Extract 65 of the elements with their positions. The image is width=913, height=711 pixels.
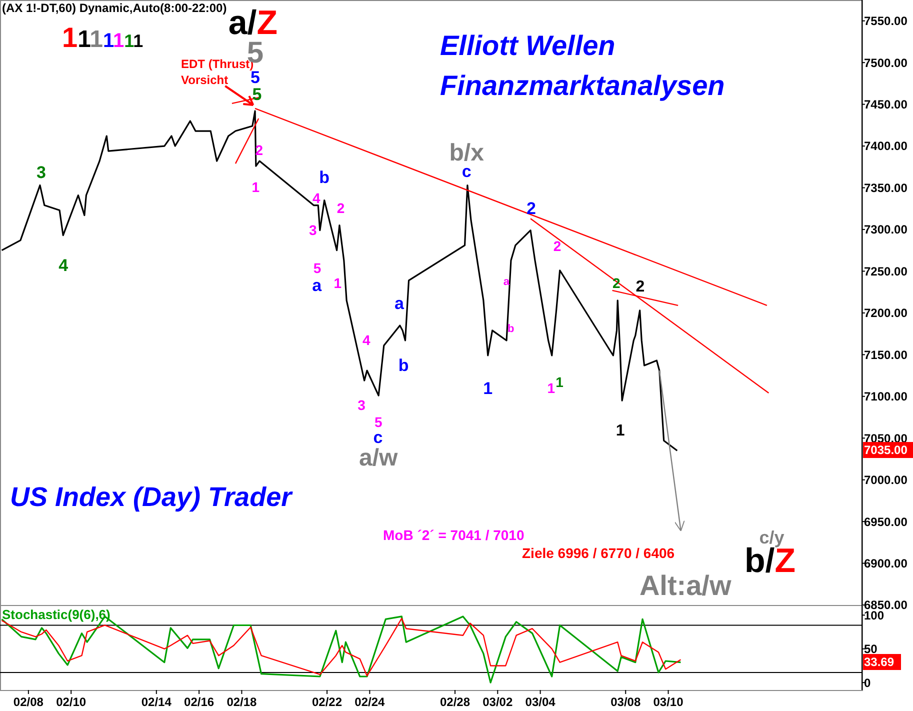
annotation: 2 <box>553 238 562 254</box>
text: Elliott Wellen <box>440 30 616 61</box>
annotation: Alt:a/w <box>639 570 732 601</box>
annotation: 5 <box>313 260 322 276</box>
y-tick-label: 7150.00 <box>864 348 908 362</box>
annotation: (AX 1!-DT,60) Dynamic,Auto(8:00-22:00) <box>2 1 227 15</box>
y-tick-label: 7550.00 <box>864 14 908 28</box>
annotation: 1 <box>556 374 564 390</box>
annotation: 1 <box>616 422 625 440</box>
y-tick-label: 7350.00 <box>864 180 908 195</box>
annotation: 4 <box>312 190 321 206</box>
annotation: a/Z <box>228 4 278 42</box>
annotation: c <box>373 428 383 447</box>
x-tick-label: 02/10 <box>56 695 86 709</box>
x-tick-label: 03/02 <box>482 695 513 709</box>
x-tick-label: 02/18 <box>226 695 258 709</box>
x-tick-label: 03/04 <box>525 695 556 709</box>
x-tick-label: 02/08 <box>13 695 44 709</box>
x-tick-label: 03/08 <box>610 695 641 709</box>
y-tick-label: 7250.00 <box>864 264 908 278</box>
annotation: b <box>398 356 409 375</box>
annotation: a/w <box>359 444 398 472</box>
y-tick-label: 50 <box>864 642 878 656</box>
x-tick-label: 02/16 <box>184 695 214 709</box>
x-tick-label: 02/14 <box>141 695 172 709</box>
annotation: 1 <box>547 380 556 396</box>
y-tick-label: 6900.00 <box>864 556 908 570</box>
text: Finanzmarktanalysen <box>440 70 725 101</box>
x-tick-label: 02/22 <box>312 695 342 709</box>
chart-title: Stochastic(9(6),6) <box>2 607 110 622</box>
x-tick-label: 03/10 <box>653 695 684 709</box>
text: 33.69 <box>864 655 894 670</box>
annotation: MoB ´2´ = 7041 / 7010 <box>383 527 524 543</box>
y-tick-label: 7000.00 <box>864 473 908 488</box>
annotation: 5 <box>374 414 382 430</box>
annotation: 1 <box>252 178 260 195</box>
y-tick-label: 0 <box>864 676 871 690</box>
annotation: 1 <box>334 274 342 291</box>
annotation: 3 <box>309 222 317 238</box>
annotation: 1 <box>483 378 493 398</box>
annotation: 2 <box>526 198 536 218</box>
y-tick-label: 7450.00 <box>864 98 908 112</box>
annotation: US Index (Day) Trader <box>10 482 294 512</box>
y-tick-label: 7500.00 <box>864 56 908 70</box>
annotation: 4 <box>362 332 371 348</box>
y-tick-label: 7100.00 <box>864 390 908 404</box>
x-tick-label: 02/24 <box>354 695 386 709</box>
y-tick-label: 7400.00 <box>864 139 908 154</box>
annotation: 4 <box>58 256 69 275</box>
annotation: Vorsicht <box>181 73 228 87</box>
annotation: b <box>507 322 514 335</box>
annotation: 2 <box>336 200 345 216</box>
annotation: Ziele 6996 / 6770 / 6406 <box>522 545 675 561</box>
annotation: 3 <box>358 396 366 413</box>
annotation: a <box>312 276 322 295</box>
annotation: a <box>394 294 404 313</box>
y-tick-label: 6950.00 <box>864 514 908 529</box>
annotation: b <box>319 168 330 187</box>
text: 7035.00 <box>864 443 908 458</box>
annotation: 1111111 <box>62 22 144 53</box>
annotation: 2 <box>636 278 645 296</box>
y-tick-label: 7200.00 <box>864 306 908 320</box>
y-tick-label: 7300.00 <box>864 222 908 237</box>
x-tick-label: 02/28 <box>440 695 470 709</box>
annotation: 3 <box>36 162 46 182</box>
